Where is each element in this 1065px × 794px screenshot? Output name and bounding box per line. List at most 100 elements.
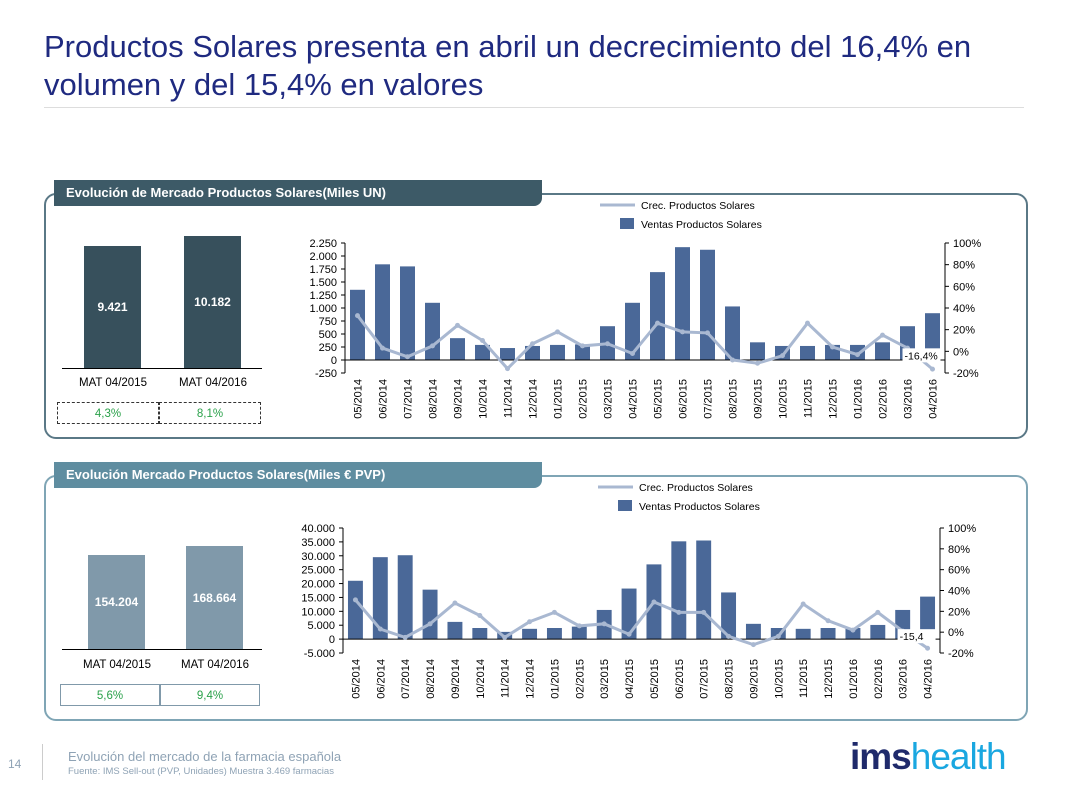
x-tick-label: 11/2015 [798, 659, 810, 698]
bar [447, 621, 463, 640]
bar [550, 344, 565, 360]
growth-point [355, 313, 360, 319]
growth-point [855, 352, 860, 358]
x-tick-label: 04/2016 [928, 379, 940, 419]
left-tick-label: 1.000 [309, 303, 337, 315]
left-tick-label: 30.000 [301, 551, 335, 563]
growth-point [925, 645, 931, 651]
bar [372, 557, 388, 640]
bar [425, 302, 440, 360]
footer-title: Evolución del mercado de la farmacia esp… [68, 749, 342, 764]
summary-label: MAT 04/2015 [79, 377, 147, 389]
right-tick-label: -20% [948, 648, 974, 660]
bar [546, 628, 562, 640]
growth-point [580, 343, 585, 349]
bar [845, 628, 861, 640]
x-tick-label: 03/2015 [599, 659, 611, 699]
growth-point [651, 599, 657, 605]
right-tick-label: 60% [948, 565, 970, 577]
left-tick-label: 1.250 [309, 290, 337, 302]
x-tick-label: 01/2016 [848, 659, 860, 699]
left-tick-label: 25.000 [301, 565, 335, 577]
right-tick-label: 100% [953, 238, 981, 250]
growth-point [726, 633, 732, 639]
growth-point [352, 597, 358, 603]
left-tick-label: 0 [331, 355, 337, 367]
growth-value: 9,4% [160, 684, 260, 706]
bar [820, 628, 836, 640]
growth-value: 4,3% [57, 402, 159, 424]
x-tick-label: 12/2015 [828, 379, 840, 419]
bar [475, 344, 490, 360]
growth-point [730, 357, 735, 363]
bar [925, 313, 940, 360]
panel-units-tab: Evolución de Mercado Productos Solares(M… [54, 180, 542, 206]
x-tick-label: 01/2016 [853, 379, 865, 419]
summary-label: MAT 04/2016 [181, 659, 249, 671]
title-divider [44, 107, 1024, 108]
x-tick-label: 02/2016 [878, 379, 890, 419]
x-tick-label: 08/2015 [724, 659, 736, 699]
x-tick-label: 09/2014 [450, 659, 462, 699]
legend-bar-marker [618, 500, 632, 511]
growth-point [705, 330, 710, 336]
bar [621, 588, 637, 640]
x-tick-label: 08/2014 [428, 379, 440, 419]
x-tick-label: 03/2016 [903, 379, 915, 419]
bar [350, 289, 365, 360]
right-tick-label: 80% [953, 260, 975, 272]
bar [450, 338, 465, 360]
x-tick-label: 11/2014 [500, 659, 512, 698]
growth-point [480, 338, 485, 343]
bar [795, 628, 811, 640]
growth-point [875, 609, 881, 615]
growth-point [505, 366, 510, 372]
growth-point [680, 329, 685, 335]
left-tick-label: -250 [315, 368, 337, 380]
bar [770, 628, 786, 640]
x-tick-label: 09/2015 [748, 659, 760, 699]
right-tick-label: 40% [953, 303, 975, 315]
x-tick-label: 03/2016 [898, 659, 910, 699]
legend-label-sales: Ventas Productos Solares [639, 501, 760, 513]
growth-point [780, 353, 785, 359]
right-tick-label: 60% [953, 281, 975, 293]
bar [920, 596, 936, 640]
bar [870, 624, 886, 640]
growth-point [530, 341, 535, 347]
x-tick-label: 04/2016 [923, 659, 935, 699]
summary-bar: 9.421 [84, 246, 141, 368]
legend-bar-marker [620, 218, 634, 229]
x-tick-label: 07/2015 [703, 379, 715, 419]
bar [721, 592, 737, 640]
x-tick-label: 03/2015 [603, 379, 615, 419]
left-tick-label: 20.000 [301, 579, 335, 591]
growth-point [655, 320, 660, 326]
left-tick-label: 1.750 [309, 264, 337, 276]
x-tick-label: 10/2015 [773, 659, 785, 699]
bar [397, 555, 413, 640]
bar [696, 540, 712, 640]
left-tick-label: 2.000 [309, 251, 337, 263]
growth-point [405, 354, 410, 360]
x-tick-label: 12/2014 [528, 379, 540, 419]
left-tick-label: 750 [319, 316, 337, 328]
right-tick-label: 40% [948, 586, 970, 598]
growth-point [551, 609, 557, 615]
growth-point [477, 613, 483, 618]
growth-point [605, 341, 610, 347]
x-tick-label: 07/2014 [403, 379, 415, 419]
x-tick-label: 11/2015 [803, 379, 815, 418]
left-tick-label: -5.000 [304, 648, 335, 660]
x-tick-label: 11/2014 [503, 379, 515, 418]
summary-label: MAT 04/2016 [179, 377, 247, 389]
bar [725, 306, 740, 360]
panel-values-tab: Evolución Mercado Productos Solares(Mile… [54, 462, 542, 488]
x-tick-label: 01/2015 [553, 379, 565, 419]
annotation-bg [902, 348, 941, 363]
growth-point [880, 332, 885, 338]
x-tick-label: 02/2016 [873, 659, 885, 699]
growth-annotation: -16,4% [905, 350, 938, 362]
bar [675, 247, 690, 360]
summary-axis [62, 649, 262, 650]
